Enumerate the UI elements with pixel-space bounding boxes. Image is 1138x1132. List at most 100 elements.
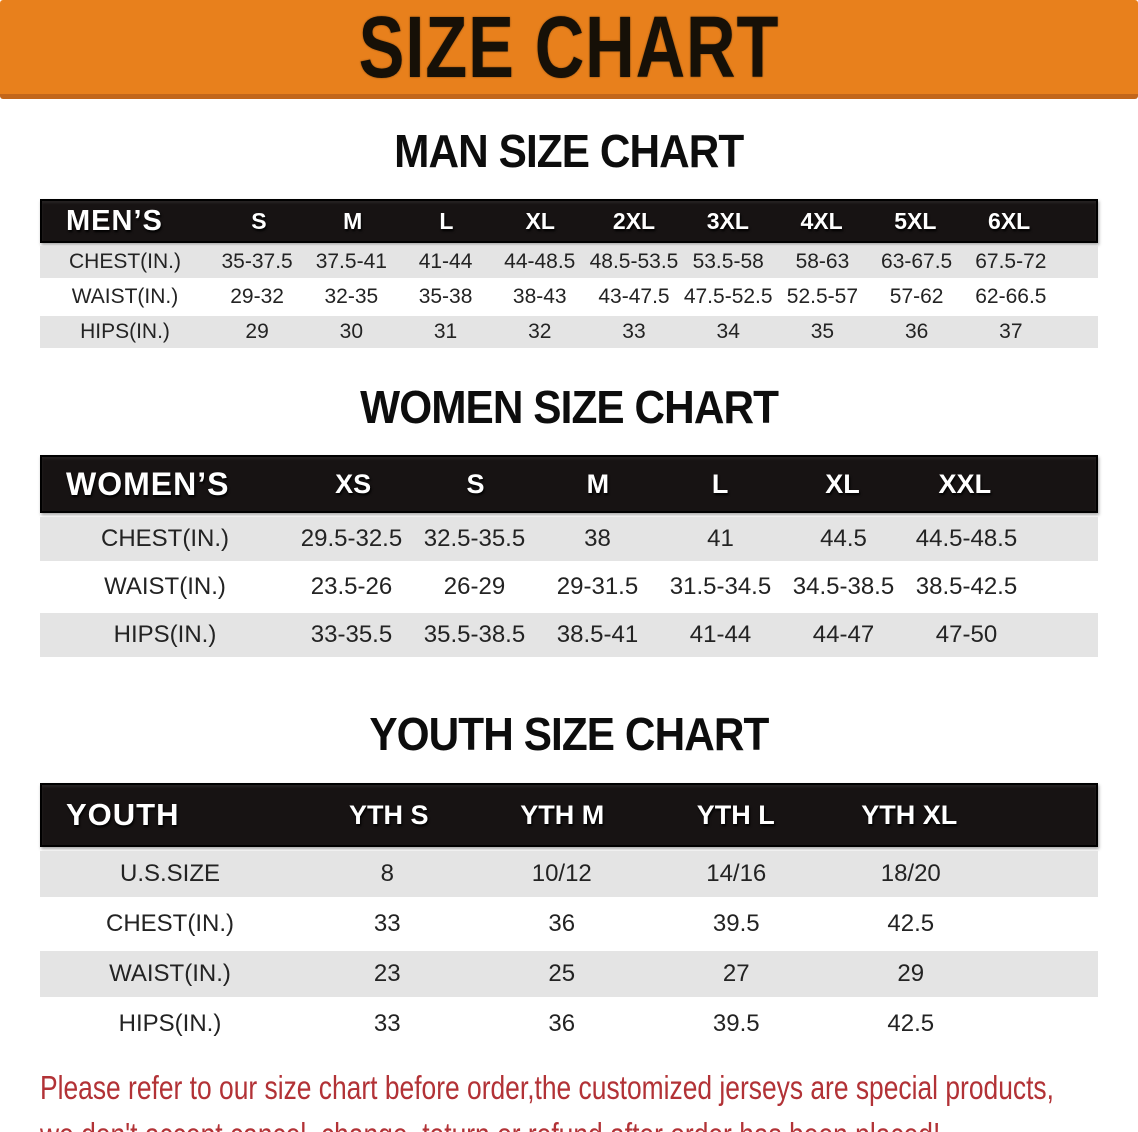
- size-column-header: S: [466, 468, 485, 499]
- size-value-cell: 67.5-72: [975, 250, 1047, 273]
- size-value-cell: 33: [373, 1010, 401, 1037]
- size-value-cell: 47-50: [935, 621, 998, 648]
- table-corner-label: YOUTH: [66, 797, 180, 832]
- women-section-heading-text: WOMEN SIZE CHART: [360, 381, 779, 433]
- size-column-header: L: [439, 207, 454, 234]
- size-value-cell: 32: [528, 320, 552, 343]
- youth-section: YOUTH SIZE CHART YOUTH YTH S YTH M YTH L YTH…: [0, 657, 1138, 1047]
- size-value-cell: 32.5-35.5: [423, 525, 526, 552]
- row-label: WAIST(IN.): [71, 285, 179, 308]
- size-value-cell: 33: [373, 910, 401, 937]
- size-value-cell: 33-35.5: [310, 621, 393, 648]
- table-row: WAIST(IN.) 29-32 32-35 35-38 38-43 43-47.5 47.…: [40, 281, 1098, 313]
- size-value-cell: 30: [339, 320, 363, 343]
- table-header-row: WOMEN’S XS S M L XL XXL: [40, 455, 1098, 513]
- size-value-cell: 44-48.5: [504, 250, 576, 273]
- size-value-cell: 35-37.5: [221, 250, 293, 273]
- size-value-cell: 43-47.5: [598, 285, 670, 308]
- size-value-cell: 25: [548, 960, 576, 987]
- size-value-cell: 29.5-32.5: [300, 525, 403, 552]
- size-column-header: XL: [825, 468, 860, 499]
- size-value-cell: 23.5-26: [310, 573, 393, 600]
- size-value-cell: 36: [548, 1010, 576, 1037]
- size-column-header: YTH S: [348, 799, 429, 830]
- size-value-cell: 33: [622, 320, 646, 343]
- row-label: HIPS(IN.): [113, 621, 217, 648]
- table-row: CHEST(IN.) 29.5-32.5 32.5-35.5 38 41 44.5 44.5…: [40, 517, 1098, 561]
- women-section-heading: WOMEN SIZE CHART: [0, 348, 1138, 455]
- size-value-cell: 44.5: [820, 525, 867, 552]
- size-value-cell: 34.5-38.5: [792, 573, 895, 600]
- size-value-cell: 41-44: [689, 621, 752, 648]
- size-value-cell: 37: [999, 320, 1023, 343]
- size-value-cell: 8: [380, 860, 394, 887]
- size-value-cell: 41: [707, 525, 734, 552]
- banner-title: SIZE CHART: [358, 0, 780, 96]
- size-column-header: S: [251, 207, 267, 234]
- row-label: HIPS(IN.): [80, 320, 170, 343]
- size-value-cell: 29-31.5: [556, 573, 639, 600]
- table-row: HIPS(IN.) 33 36 39.5 42.5: [40, 1001, 1098, 1047]
- size-value-cell: 23: [373, 960, 401, 987]
- size-value-cell: 44.5-48.5: [915, 525, 1018, 552]
- table-row: CHEST(IN.) 33 36 39.5 42.5: [40, 901, 1098, 947]
- size-column-header: XS: [335, 468, 372, 499]
- disclaimer-line-1: Please refer to our size chart before or…: [40, 1069, 1054, 1106]
- size-value-cell: 52.5-57: [786, 285, 859, 308]
- table-row: U.S.SIZE 8 10/12 14/16 18/20: [40, 851, 1098, 897]
- row-label: U.S.SIZE: [119, 860, 221, 887]
- table-header-row: MEN’S S M L XL 2XL 3XL 4XL 5XL 6XL: [40, 199, 1098, 243]
- size-value-cell: 38-43: [512, 285, 567, 308]
- men-section-heading: MAN SIZE CHART: [0, 99, 1138, 199]
- size-value-cell: 37.5-41: [315, 250, 387, 273]
- size-column-header: YTH XL: [861, 799, 958, 830]
- size-value-cell: 34: [716, 320, 740, 343]
- size-value-cell: 58-63: [795, 250, 850, 273]
- size-value-cell: 27: [722, 960, 750, 987]
- row-label: WAIST(IN.): [104, 573, 226, 600]
- size-value-cell: 26-29: [443, 573, 506, 600]
- size-column-header: XXL: [938, 468, 992, 499]
- disclaimer: Please refer to our size chart before or…: [40, 1065, 1054, 1132]
- women-section: WOMEN SIZE CHART WOMEN’S XS S M L XL XXL CHEST(…: [0, 348, 1138, 657]
- size-column-header: 4XL: [800, 207, 843, 234]
- men-section-heading-text: MAN SIZE CHART: [394, 125, 744, 177]
- size-value-cell: 29: [897, 960, 925, 987]
- table-row: WAIST(IN.) 23 25 27 29: [40, 951, 1098, 997]
- size-value-cell: 62-66.5: [975, 285, 1047, 308]
- size-value-cell: 32-35: [324, 285, 379, 308]
- banner: SIZE CHART: [0, 0, 1138, 99]
- size-value-cell: 47.5-52.5: [683, 285, 773, 308]
- size-value-cell: 38: [584, 525, 611, 552]
- size-value-cell: 35-38: [418, 285, 473, 308]
- size-value-cell: 39.5: [712, 910, 760, 937]
- row-label: CHEST(IN.): [106, 910, 234, 937]
- row-label: HIPS(IN.): [118, 1010, 222, 1037]
- size-value-cell: 35: [810, 320, 835, 343]
- size-value-cell: 39.5: [712, 1010, 760, 1037]
- size-column-header: XL: [525, 207, 555, 234]
- size-value-cell: 29-32: [230, 285, 284, 308]
- size-value-cell: 14/16: [706, 860, 767, 887]
- size-value-cell: 38.5-41: [556, 621, 639, 648]
- size-value-cell: 41-44: [418, 250, 473, 273]
- size-column-header: L: [711, 468, 729, 499]
- size-column-header: 5XL: [894, 207, 937, 234]
- table-row: HIPS(IN.) 33-35.5 35.5-38.5 38.5-41 41-44 44-…: [40, 613, 1098, 657]
- size-value-cell: 53.5-58: [692, 250, 764, 273]
- size-value-cell: 63-67.5: [881, 250, 953, 273]
- size-value-cell: 38.5-42.5: [915, 573, 1018, 600]
- table-row: WAIST(IN.) 23.5-26 26-29 29-31.5 31.5-34.5 34…: [40, 565, 1098, 609]
- size-column-header: M: [343, 207, 363, 234]
- size-value-cell: 36: [904, 320, 929, 343]
- row-label: WAIST(IN.): [109, 960, 231, 987]
- size-column-header: YTH L: [696, 799, 775, 830]
- size-value-cell: 36: [548, 910, 576, 937]
- table-row: HIPS(IN.) 29 30 31 32 33 34 35 36 37: [40, 316, 1098, 348]
- size-value-cell: 48.5-53.5: [589, 250, 679, 273]
- youth-section-heading-text: YOUTH SIZE CHART: [369, 708, 769, 760]
- youth-size-table: YOUTH YTH S YTH M YTH L YTH XL U.S.SIZE 8 10/12…: [40, 783, 1098, 1047]
- size-value-cell: 57-62: [889, 285, 944, 308]
- size-value-cell: 35.5-38.5: [423, 621, 526, 648]
